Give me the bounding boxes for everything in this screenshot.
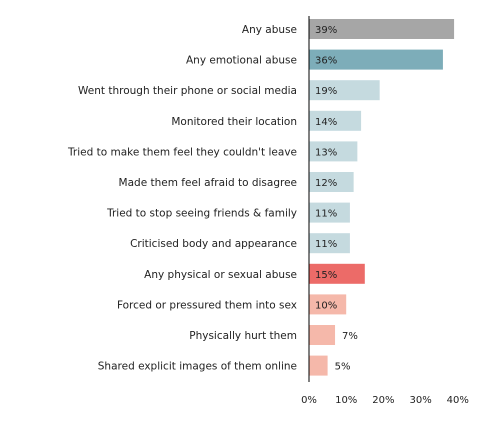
category-label: Physically hurt them	[189, 330, 297, 342]
bar	[309, 294, 347, 315]
category-label: Any abuse	[242, 24, 297, 36]
x-tick-label: 10%	[335, 395, 357, 406]
bar	[309, 233, 350, 254]
value-label: 39%	[315, 25, 337, 36]
x-tick-label: 40%	[447, 395, 469, 406]
value-label: 13%	[315, 147, 337, 158]
x-tick-label: 0%	[301, 395, 317, 406]
category-label: Made them feel afraid to disagree	[119, 177, 297, 189]
bar	[309, 202, 350, 223]
category-label: Any emotional abuse	[186, 55, 297, 67]
category-label: Forced or pressured them into sex	[117, 299, 297, 311]
bar	[309, 172, 354, 192]
value-label: 7%	[342, 331, 358, 342]
category-label: Tried to make them feel they couldn't le…	[67, 146, 297, 158]
bar	[309, 19, 455, 39]
category-label: Tried to stop seeing friends & family	[106, 208, 297, 220]
category-label: Any physical or sexual abuse	[144, 269, 297, 281]
bar	[309, 263, 365, 284]
value-label: 11%	[315, 209, 337, 220]
value-label: 12%	[315, 178, 337, 189]
value-label: 14%	[315, 117, 337, 128]
bar	[309, 325, 336, 345]
value-label: 11%	[315, 239, 337, 250]
x-tick-label: 20%	[372, 395, 394, 406]
category-label: Went through their phone or social media	[78, 85, 297, 97]
value-label: 5%	[335, 362, 351, 373]
category-label: Shared explicit images of them online	[98, 361, 297, 373]
bar	[309, 80, 380, 101]
bars-layer: Any abuse 39% Any emotional abuse 36% Went t…	[67, 19, 455, 376]
category-label: Monitored their location	[171, 116, 297, 128]
ticks-layer: 0% 10% 20% 30% 40%	[301, 395, 469, 406]
value-label: 10%	[315, 300, 337, 311]
value-label: 36%	[315, 56, 337, 67]
bar	[309, 110, 362, 131]
value-label: 15%	[315, 270, 337, 281]
x-tick-label: 30%	[409, 395, 431, 406]
bar	[309, 355, 328, 376]
value-label: 19%	[315, 86, 337, 97]
bar	[309, 49, 443, 70]
bar	[309, 141, 358, 162]
category-label: Criticised body and appearance	[130, 238, 297, 250]
